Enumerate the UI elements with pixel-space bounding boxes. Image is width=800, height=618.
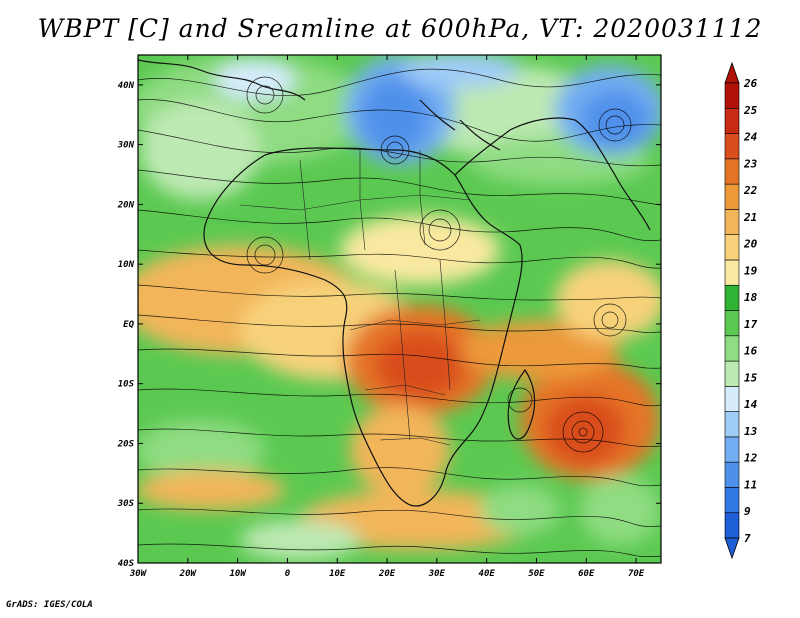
colorbar: 7 9 11 12 13 14 15 16 17 18 19 20 21 22 23 24 25 26	[724, 61, 758, 560]
lon-label: 70E	[628, 569, 645, 579]
colorbar-swatch	[724, 360, 740, 387]
colorbar-label: 24	[743, 131, 758, 144]
colorbar-swatch	[724, 411, 740, 438]
wbpt-field	[138, 55, 661, 563]
colorbar-label: 7	[744, 532, 751, 545]
lon-label: 40E	[479, 569, 496, 579]
longitude-axis: 30W 20W 10W 0 10E 20E 30E 40E 50E 60E 70E	[129, 55, 645, 579]
colorbar-label: 9	[744, 505, 751, 518]
lon-label: 30W	[129, 569, 148, 579]
colorbar-min-arrow	[724, 537, 740, 560]
colorbar-swatch	[724, 386, 740, 412]
colorbar-label: 19	[744, 264, 758, 277]
lon-label: 0	[285, 569, 291, 579]
colorbar-swatch	[724, 487, 740, 514]
colorbar-label: 17	[744, 318, 758, 331]
colorbar-swatch	[724, 335, 740, 362]
lat-label: 30N	[117, 141, 135, 151]
colorbar-label: 18	[744, 291, 758, 304]
lat-label: 10S	[118, 380, 135, 390]
colorbar-swatch	[724, 284, 740, 311]
colorbar-swatch	[724, 133, 740, 160]
lon-label: 20W	[179, 569, 198, 579]
colorbar-swatch	[724, 234, 740, 261]
colorbar-label: 11	[744, 478, 757, 491]
colorbar-label: 15	[744, 371, 758, 384]
lon-label: 10W	[229, 569, 247, 579]
lon-label: 60E	[578, 569, 595, 579]
lon-label: 30E	[428, 569, 446, 579]
lat-label: 20N	[117, 200, 135, 210]
lon-label: 20E	[378, 569, 396, 579]
colorbar-label: 22	[743, 184, 758, 197]
map-frame	[137, 54, 662, 564]
colorbar-label: 13	[744, 425, 758, 438]
colorbar-label: 23	[743, 157, 758, 170]
lon-label: 10E	[329, 569, 346, 579]
colorbar-label: 20	[743, 238, 758, 251]
latitude-axis: 40N 30N 20N 10N EQ 10S 20S 30S 40S	[117, 81, 661, 569]
colorbar-swatch	[724, 158, 740, 185]
colorbar-label: 16	[744, 345, 758, 358]
colorbar-max-arrow	[724, 61, 740, 84]
colorbar-swatch	[724, 183, 740, 210]
colorbar-swatch	[724, 461, 740, 488]
colorbar-label: 26	[743, 77, 758, 90]
colorbar-swatch	[724, 259, 740, 286]
coastlines	[138, 59, 651, 507]
colorbar-swatch	[724, 209, 740, 235]
streamlines	[138, 68, 661, 558]
colorbar-swatch	[724, 107, 740, 134]
colorbar-label: 25	[743, 104, 758, 117]
chart-title: WBPT [C] and Sreamline at 600hPa, VT: 20…	[37, 14, 763, 43]
lat-label: 40S	[118, 559, 135, 569]
country-borders	[239, 150, 481, 446]
colorbar-label: 12	[744, 452, 758, 465]
colorbar-label: 21	[743, 211, 757, 224]
lat-label: 10N	[118, 260, 135, 270]
grads-credit: GrADS: IGES/COLA	[6, 600, 93, 610]
colorbar-swatch	[724, 436, 740, 463]
colorbar-label: 14	[744, 398, 758, 411]
colorbar-swatch	[724, 512, 740, 539]
lat-label: 30S	[117, 499, 135, 509]
lat-label: 40N	[118, 81, 135, 91]
lon-label: 50E	[528, 569, 545, 579]
colorbar-swatch	[724, 310, 740, 337]
lat-label: 20S	[117, 439, 135, 449]
lat-label: EQ	[123, 320, 134, 330]
colorbar-swatch	[724, 82, 740, 109]
